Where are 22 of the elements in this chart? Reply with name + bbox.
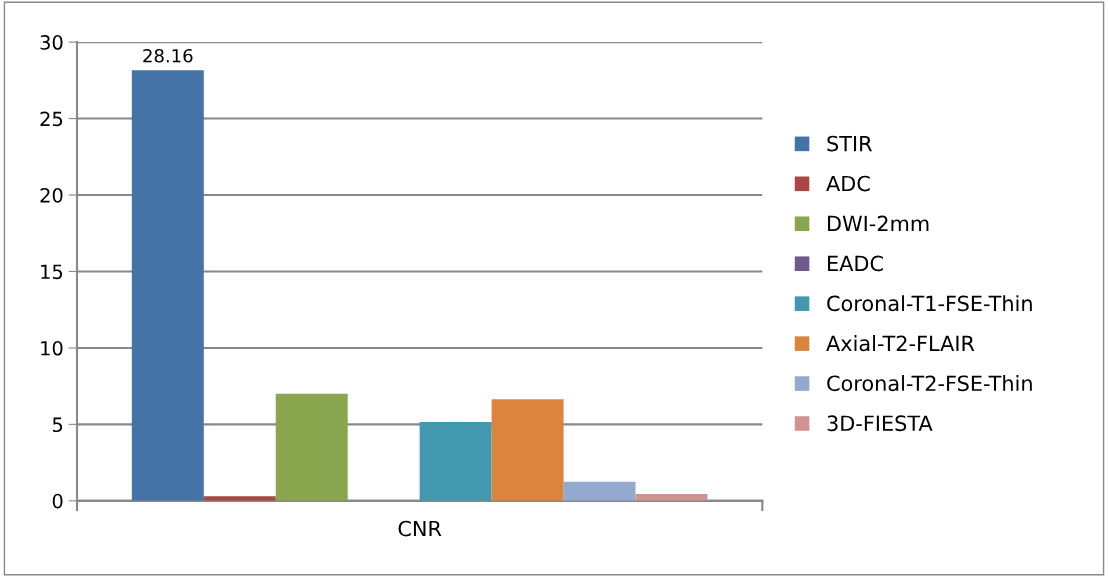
legend-label: ADC <box>826 175 870 192</box>
legend-label: Coronal-T1-FSE-Thin <box>827 295 1032 312</box>
y-tick-label: 10 <box>41 340 63 356</box>
y-tick-label: 30 <box>40 35 63 50</box>
legend-label: STIR <box>827 135 872 152</box>
legend-label: 3D-FIESTA <box>827 415 933 432</box>
bar <box>275 393 348 501</box>
x-tick-label: CNR <box>398 520 442 537</box>
bar <box>491 399 564 501</box>
legend-label: EADC <box>828 255 883 272</box>
y-tick-label: 20 <box>40 187 63 203</box>
legend-label: Coronal-T2-FSE-Thin <box>827 375 1032 392</box>
y-tick-label: 5 <box>52 417 63 433</box>
data-label: 28.16 <box>143 48 193 63</box>
legend-label: Axial-T2-FLAIR <box>826 335 975 352</box>
bar <box>419 422 492 501</box>
bar <box>131 70 204 501</box>
y-tick-label: 25 <box>40 111 63 127</box>
legend-label: DWI-2mm <box>828 215 929 232</box>
bar <box>563 481 636 501</box>
y-tick-label: 15 <box>41 264 63 280</box>
y-tick-label: 0 <box>52 493 63 509</box>
